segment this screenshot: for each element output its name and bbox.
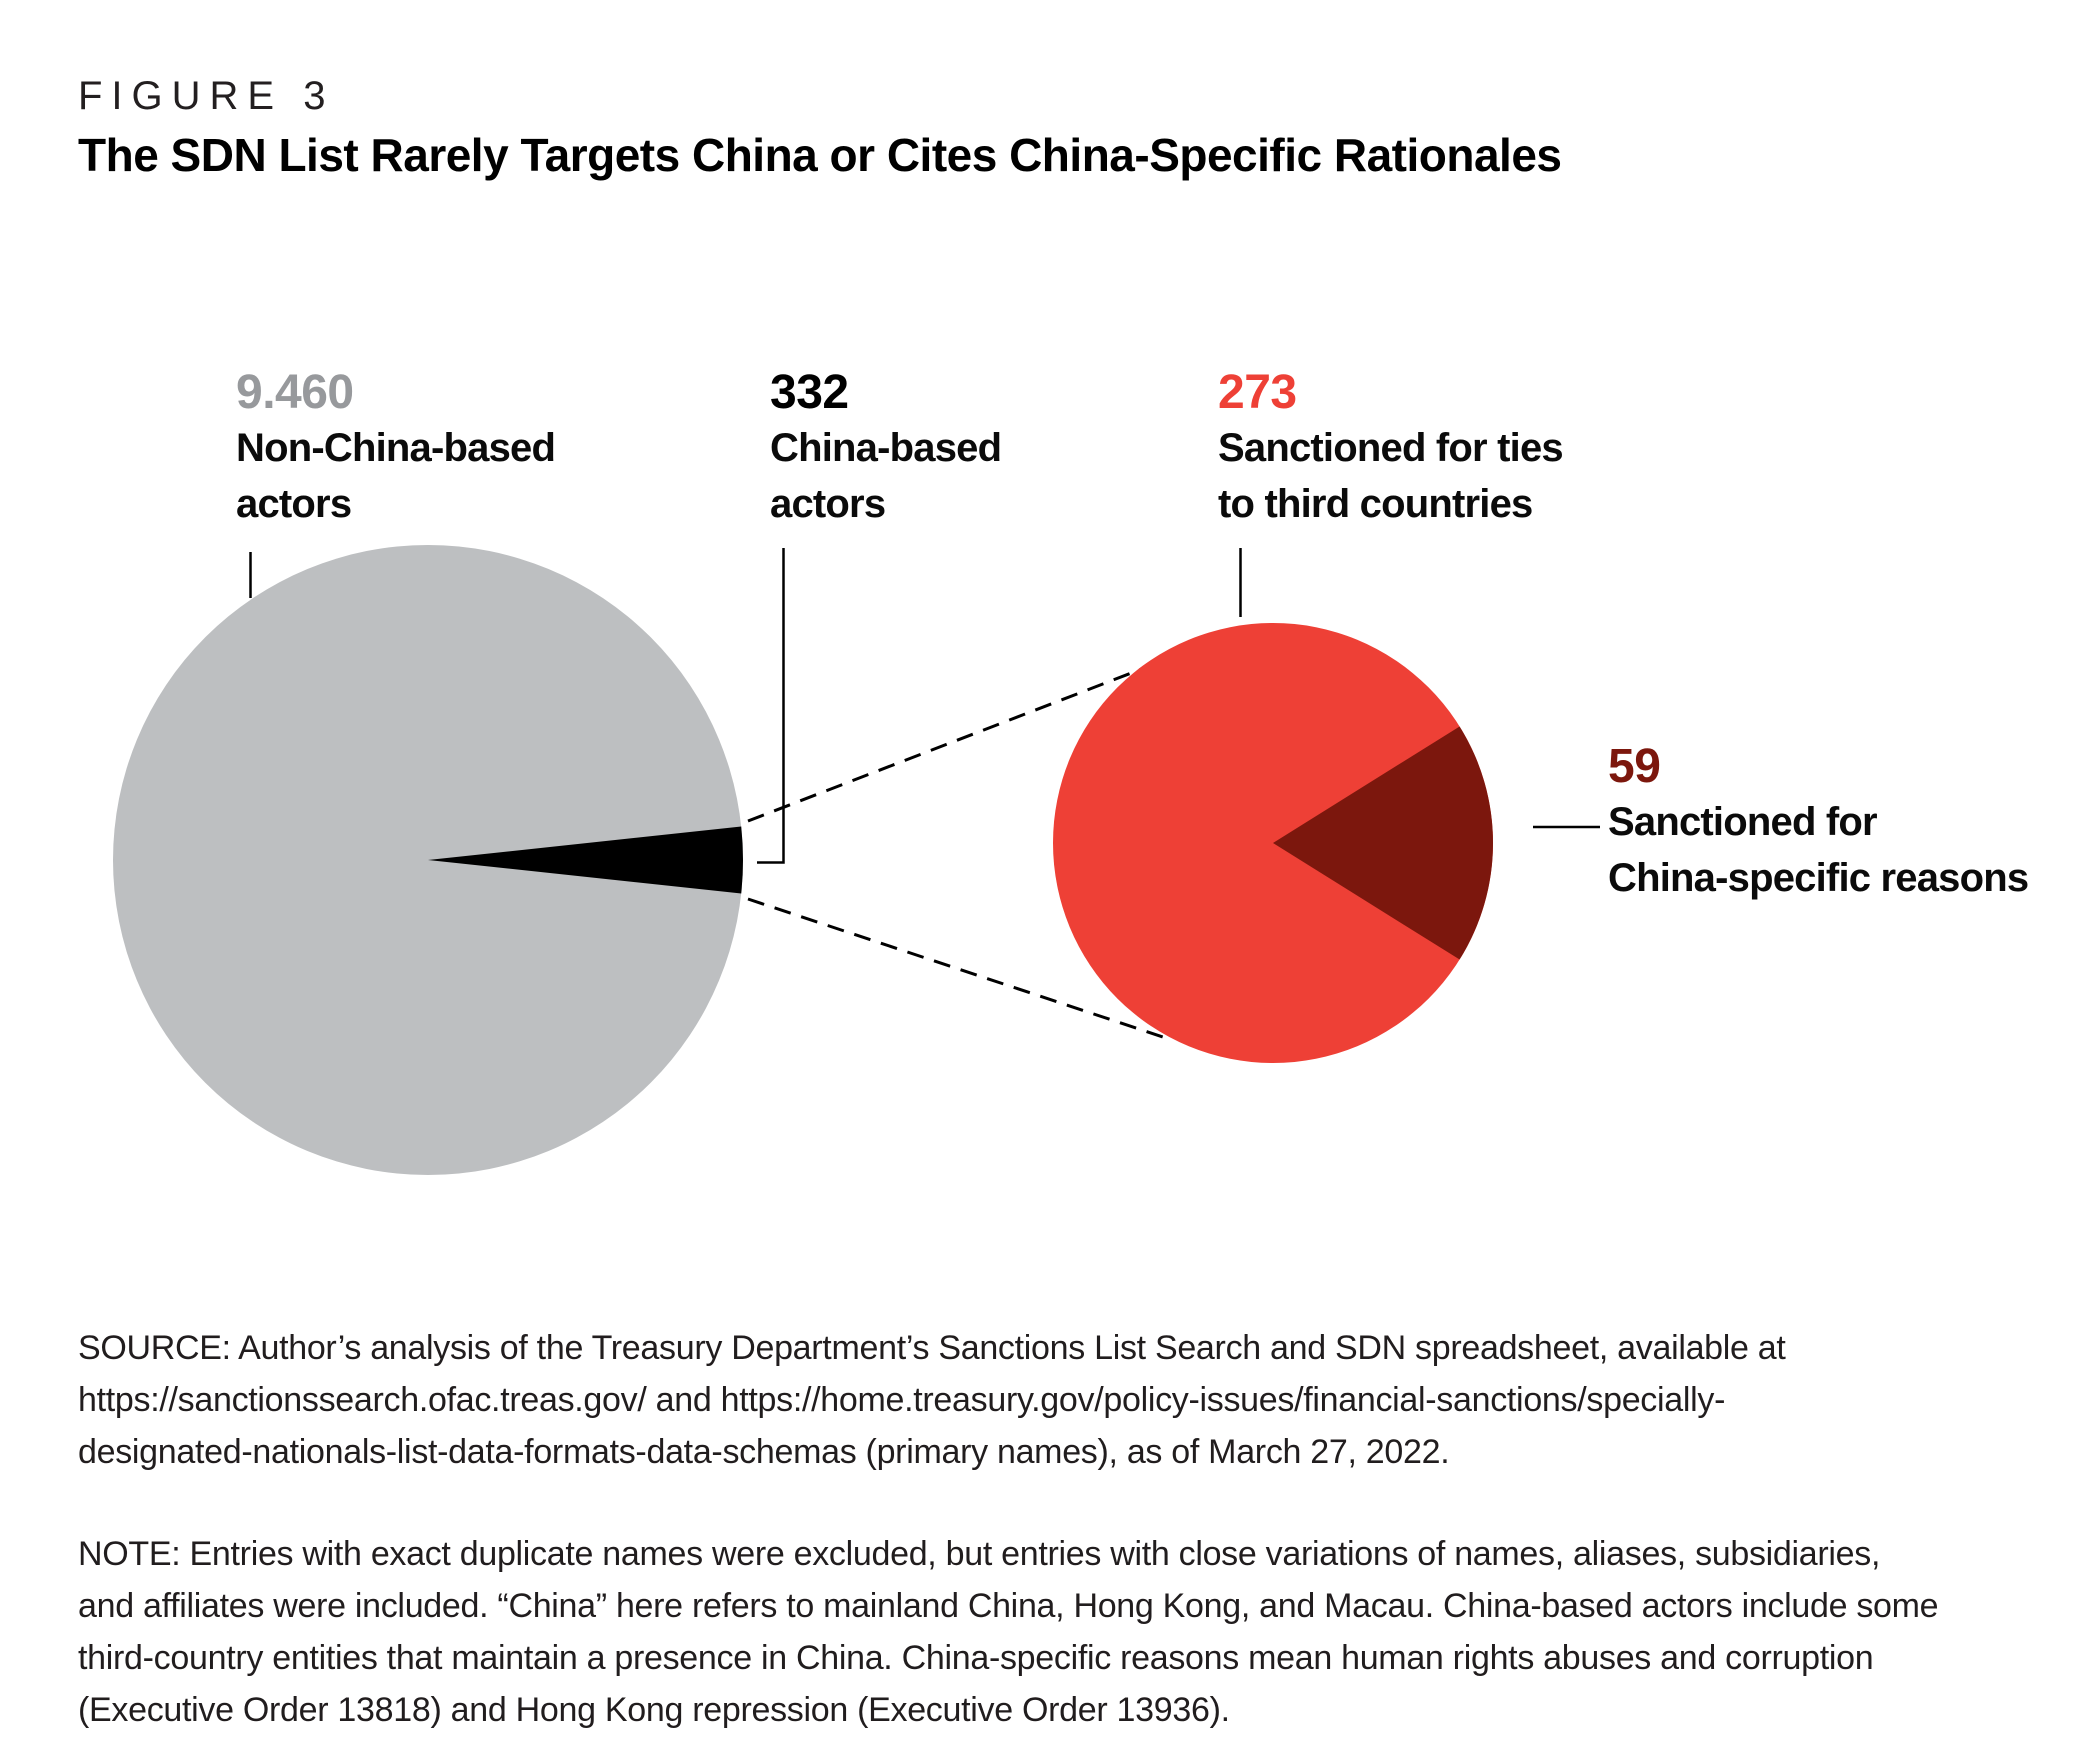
pie-connector-dashed-top	[747, 646, 1197, 823]
callout-third-countries-label-line1: Sanctioned for ties	[1218, 426, 1564, 470]
pie-china-based-wedge	[428, 826, 743, 894]
callout-china-specific-value: 59	[1608, 740, 1661, 793]
callout-china-based-value: 332	[770, 366, 849, 419]
callout-china-based-label-line2: actors	[770, 482, 886, 526]
callout-non-china-label-line1: Non-China-based	[236, 426, 556, 470]
callout-third-countries-label-line2: to third countries	[1218, 482, 1533, 526]
pie-china-specific-wedge	[1273, 726, 1493, 960]
note-line: and affiliates were included. “China” he…	[78, 1587, 1939, 1625]
methodology-note: NOTE: Entries with exact duplicate names…	[78, 1528, 1939, 1736]
source-line: SOURCE: Author’s analysis of the Treasur…	[78, 1329, 1786, 1367]
note-line: third-country entities that maintain a p…	[78, 1639, 1874, 1677]
source-note: SOURCE: Author’s analysis of the Treasur…	[78, 1322, 1786, 1478]
figure-kicker: FIGURE 3	[78, 74, 335, 118]
callout-china-based-label-line1: China-based	[770, 426, 1002, 470]
callout-china-specific-label-line2: China-specific reasons	[1608, 856, 2029, 900]
note-line: NOTE: Entries with exact duplicate names…	[78, 1535, 1881, 1573]
callout-third-countries-value: 273	[1218, 366, 1297, 419]
source-line: designated-nationals-list-data-formats-d…	[78, 1433, 1450, 1471]
callout-china-specific-label-line1: Sanctioned for	[1608, 800, 1878, 844]
callout-non-china-value: 9.460	[236, 366, 354, 419]
callout-non-china: 9.460 Non-China-based actors	[236, 366, 556, 532]
callout-china-based: 332 China-based actors	[770, 366, 1002, 532]
callout-china-specific: 59 Sanctioned for China-specific reasons	[1608, 740, 2029, 906]
source-line: https://sanctionssearch.ofac.treas.gov/ …	[78, 1381, 1726, 1419]
figure-title: The SDN List Rarely Targets China or Cit…	[78, 129, 1562, 181]
leader-china-based	[757, 548, 785, 864]
callout-third-countries: 273 Sanctioned for ties to third countri…	[1218, 366, 1564, 532]
pie-connector-dashed-bottom	[747, 897, 1173, 1042]
note-line: (Executive Order 13818) and Hong Kong re…	[78, 1691, 1230, 1729]
callout-non-china-label-line2: actors	[236, 482, 352, 526]
